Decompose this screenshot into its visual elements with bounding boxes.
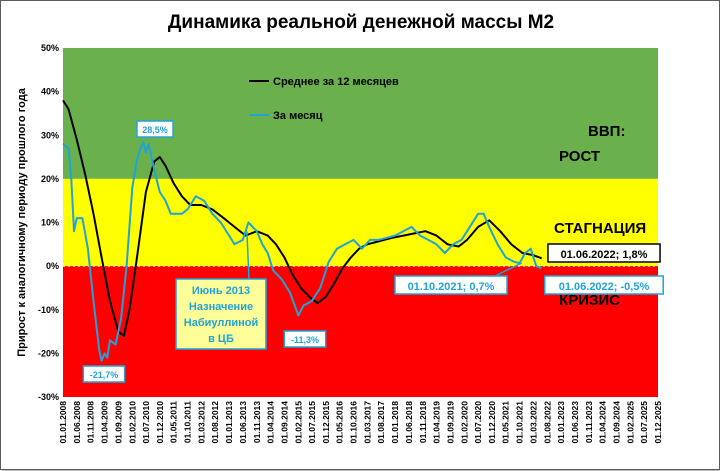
- chart-title: Динамика реальной денежной массы М2: [168, 12, 554, 33]
- x-tick-label: 01.09.2009: [113, 401, 123, 444]
- x-tick-label: 01.04.2014: [265, 401, 275, 444]
- callout-box: [175, 278, 267, 350]
- callout-box: [283, 330, 327, 348]
- callout-box: [544, 275, 664, 295]
- x-tick-label: 01.04.2024: [598, 401, 608, 444]
- x-tick-label: 01.11.2018: [418, 401, 428, 443]
- callout-box: [82, 365, 126, 383]
- x-tick-label: 01.07.2015: [307, 401, 317, 444]
- x-tick-label: 01.03.2012: [196, 401, 206, 444]
- x-tick-label: 01.03.2017: [362, 401, 372, 444]
- callout-text: Назначение: [189, 301, 253, 313]
- x-tick-label: 01.01.2013: [224, 401, 234, 444]
- series-average-12m: [62, 99, 543, 337]
- callout-box: [394, 275, 508, 295]
- x-tick-label: 01.01.2008: [58, 401, 68, 444]
- callout-text: 01.10.2021; 0,7%: [408, 281, 495, 293]
- x-tick-label: 01.06.2008: [72, 401, 82, 444]
- callout-text: Набиуллиной: [184, 317, 258, 329]
- callout-box: [547, 243, 661, 263]
- x-tick-label: 01.02.2010: [127, 401, 137, 444]
- x-tick-label: 01.06.2013: [238, 401, 248, 444]
- callout-oct-2021: 01.10.2021; 0,7%: [394, 275, 508, 295]
- zone-label-crisis: КРИЗИС: [559, 292, 620, 309]
- callout-pointer-nabiullina: [246, 231, 250, 280]
- series-monthly: [62, 140, 543, 362]
- y-axis-label: Прирост к аналогичному периоду прошлого …: [16, 87, 28, 356]
- x-tick-label: 01.05.2021: [501, 401, 511, 444]
- legend: Среднее за 12 месяцев За месяц: [249, 76, 399, 122]
- x-tick-label: 01.06.2023: [570, 401, 580, 444]
- y-tick-label: -10%: [38, 305, 59, 315]
- x-tick-label: 01.12.2020: [487, 401, 497, 444]
- y-tick-label: -30%: [38, 392, 59, 402]
- x-tick-label: 01.11.2023: [584, 401, 594, 443]
- legend-label: Среднее за 12 месяцев: [273, 76, 399, 88]
- y-tick-label: 30%: [41, 130, 59, 140]
- legend-label: За месяц: [273, 110, 323, 122]
- y-tick-label: 20%: [41, 174, 59, 184]
- callout-nabiullina: Июнь 2013 Назначение Набиуллиной в ЦБ: [175, 278, 267, 350]
- y-tick-label: 50%: [41, 43, 59, 53]
- x-tick-label: 01.05.2016: [335, 401, 345, 444]
- x-tick-label: 01.11.2013: [252, 401, 262, 443]
- zone-label-gdp: ВВП:: [588, 123, 625, 140]
- zone-label-stagnation: СТАГНАЦИЯ: [554, 220, 646, 237]
- x-tick-label: 01.08.2017: [376, 401, 386, 444]
- x-tick-label: 01.10.2011: [182, 401, 192, 443]
- x-tick-label: 01.11.2008: [86, 401, 96, 443]
- callout-trough-2009: -21,7%: [82, 365, 126, 383]
- callout-month-jun-2022: 01.06.2022; -0,5%: [544, 275, 664, 295]
- x-tick-label: 01.05.2011: [169, 401, 179, 443]
- y-tick-label: 40%: [41, 87, 59, 97]
- band-growth: [63, 48, 658, 179]
- callout-text: 28,5%: [142, 125, 168, 135]
- x-tick-label: 01.01.2018: [390, 401, 400, 444]
- callout-text: 01.06.2022; 1,8%: [561, 249, 648, 261]
- callout-text: 01.06.2022; -0,5%: [559, 281, 650, 293]
- x-tick-label: 01.01.2023: [556, 401, 566, 444]
- callout-text: -11,3%: [291, 335, 319, 345]
- x-tick-label: 01.10.2016: [349, 401, 359, 444]
- y-tick-label: 0%: [46, 261, 59, 271]
- x-tick-label: 01.12.2025: [653, 401, 663, 444]
- x-tick-label: 01.03.2022: [528, 401, 538, 444]
- x-tick-label: 01.06.2018: [404, 401, 414, 444]
- callout-avg-jun-2022: 01.06.2022; 1,8%: [547, 243, 661, 263]
- callout-box: [136, 120, 174, 138]
- x-tick-label: 01.04.2019: [432, 401, 442, 444]
- y-tick-label: -20%: [38, 348, 59, 358]
- x-tick-label: 01.07.2025: [639, 401, 649, 444]
- x-tick-label: 01.10.2021: [515, 401, 525, 444]
- x-tick-label: 01.08.2012: [210, 401, 220, 444]
- x-tick-label: 01.12.2010: [155, 401, 165, 444]
- zone-label-growth: РОСТ: [559, 148, 600, 165]
- x-tick-label: 01.02.2015: [293, 401, 303, 444]
- x-tick-label: 01.12.2015: [321, 401, 331, 444]
- callout-text: -21,7%: [90, 370, 119, 380]
- callout-text: Июнь 2013: [192, 285, 250, 297]
- x-tick-label: 01.09.2019: [445, 401, 455, 444]
- x-tick-label: 01.08.2022: [542, 401, 552, 444]
- x-tick-label: 01.07.2010: [141, 401, 151, 444]
- x-tick-label: 01.09.2014: [279, 401, 289, 444]
- callout-text: в ЦБ: [208, 333, 234, 345]
- x-tick-label: 01.04.2009: [99, 401, 109, 444]
- y-tick-label: 10%: [41, 218, 59, 228]
- x-tick-label: 01.09.2024: [612, 401, 622, 444]
- callout-peak-2010: 28,5%: [136, 120, 174, 138]
- x-tick-label: 01.02.2020: [459, 401, 469, 444]
- callout-trough-2015: -11,3%: [283, 330, 327, 348]
- x-tick-label: 01.02.2025: [625, 401, 635, 444]
- x-tick-label: 01.07.2020: [473, 401, 483, 444]
